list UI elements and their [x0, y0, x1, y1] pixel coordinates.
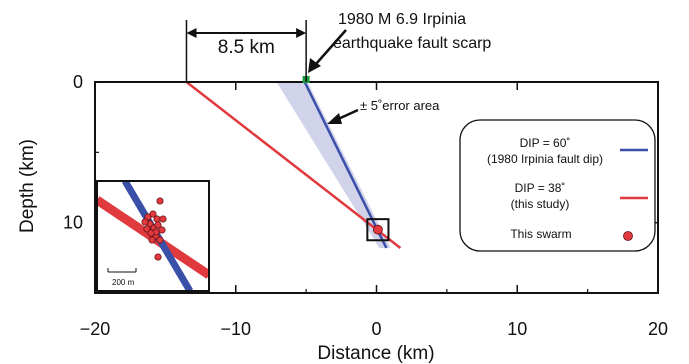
error-area-label: ± 5˚error area [360, 98, 440, 113]
inset-swarm-point [149, 210, 157, 218]
x-tick-label: 0 [371, 319, 381, 339]
x-tick-label: 20 [648, 319, 668, 339]
legend-marker-swarm [623, 231, 633, 241]
scarp-arrowhead [308, 58, 321, 73]
dimension-label: 8.5 km [218, 37, 275, 58]
x-axis-title: Distance (km) [317, 343, 434, 364]
inset-swarm-point [156, 197, 164, 205]
inset-swarm-point [153, 215, 161, 223]
inset-swarm-point [154, 253, 162, 261]
scarp-arrow [315, 29, 347, 65]
error-area-arrowhead [327, 113, 342, 124]
axis-ticks: −20 −10 0 10 20 0 10 [63, 72, 668, 339]
inset-swarm-point [147, 229, 155, 237]
x-tick-label: −10 [220, 319, 251, 339]
swarm-point [373, 224, 383, 235]
scarp-label-line2: earthquake fault scarp [333, 35, 491, 52]
inset-scale-label: 200 m [112, 278, 135, 287]
inset-swarm-point [158, 226, 166, 234]
series-line-dip-60 [303, 81, 388, 249]
dimension-arrow-right [296, 28, 307, 38]
legend-label-dip-60: DIP = 60˚ [520, 136, 571, 150]
inset-swarm-point [154, 221, 162, 229]
y-tick-label: 0 [73, 72, 83, 92]
series-line-dip-38 [185, 81, 402, 249]
legend-sub-dip-38: (this study) [511, 197, 570, 211]
y-tick-label: 10 [63, 213, 83, 233]
inset: 200 m [96, 180, 210, 292]
x-tick-label: 10 [507, 319, 527, 339]
inset-frame [96, 180, 210, 292]
legend: DIP = 60˚ (1980 Irpinia fault dip) DIP =… [459, 119, 656, 252]
legend-label-swarm: This swarm [510, 227, 571, 241]
inset-swarm-point [141, 218, 149, 226]
dimension-arrow-left [186, 28, 197, 38]
inset-swarm-points [141, 197, 167, 261]
scarp-label-line1: 1980 M 6.9 Irpinia [338, 11, 466, 28]
inset-swarm-point [148, 236, 156, 244]
error-area [276, 82, 391, 248]
legend-sub-dip-60: (1980 Irpinia fault dip) [487, 152, 603, 166]
legend-box [459, 119, 656, 252]
y-axis-title: Depth (km) [17, 139, 38, 233]
x-tick-label: −20 [80, 319, 111, 339]
inset-swarm-point [156, 236, 164, 244]
legend-label-dip-38: DIP = 38˚ [515, 181, 566, 195]
inset-swarm-point [159, 215, 167, 223]
swarm-highlight-box [366, 218, 390, 242]
